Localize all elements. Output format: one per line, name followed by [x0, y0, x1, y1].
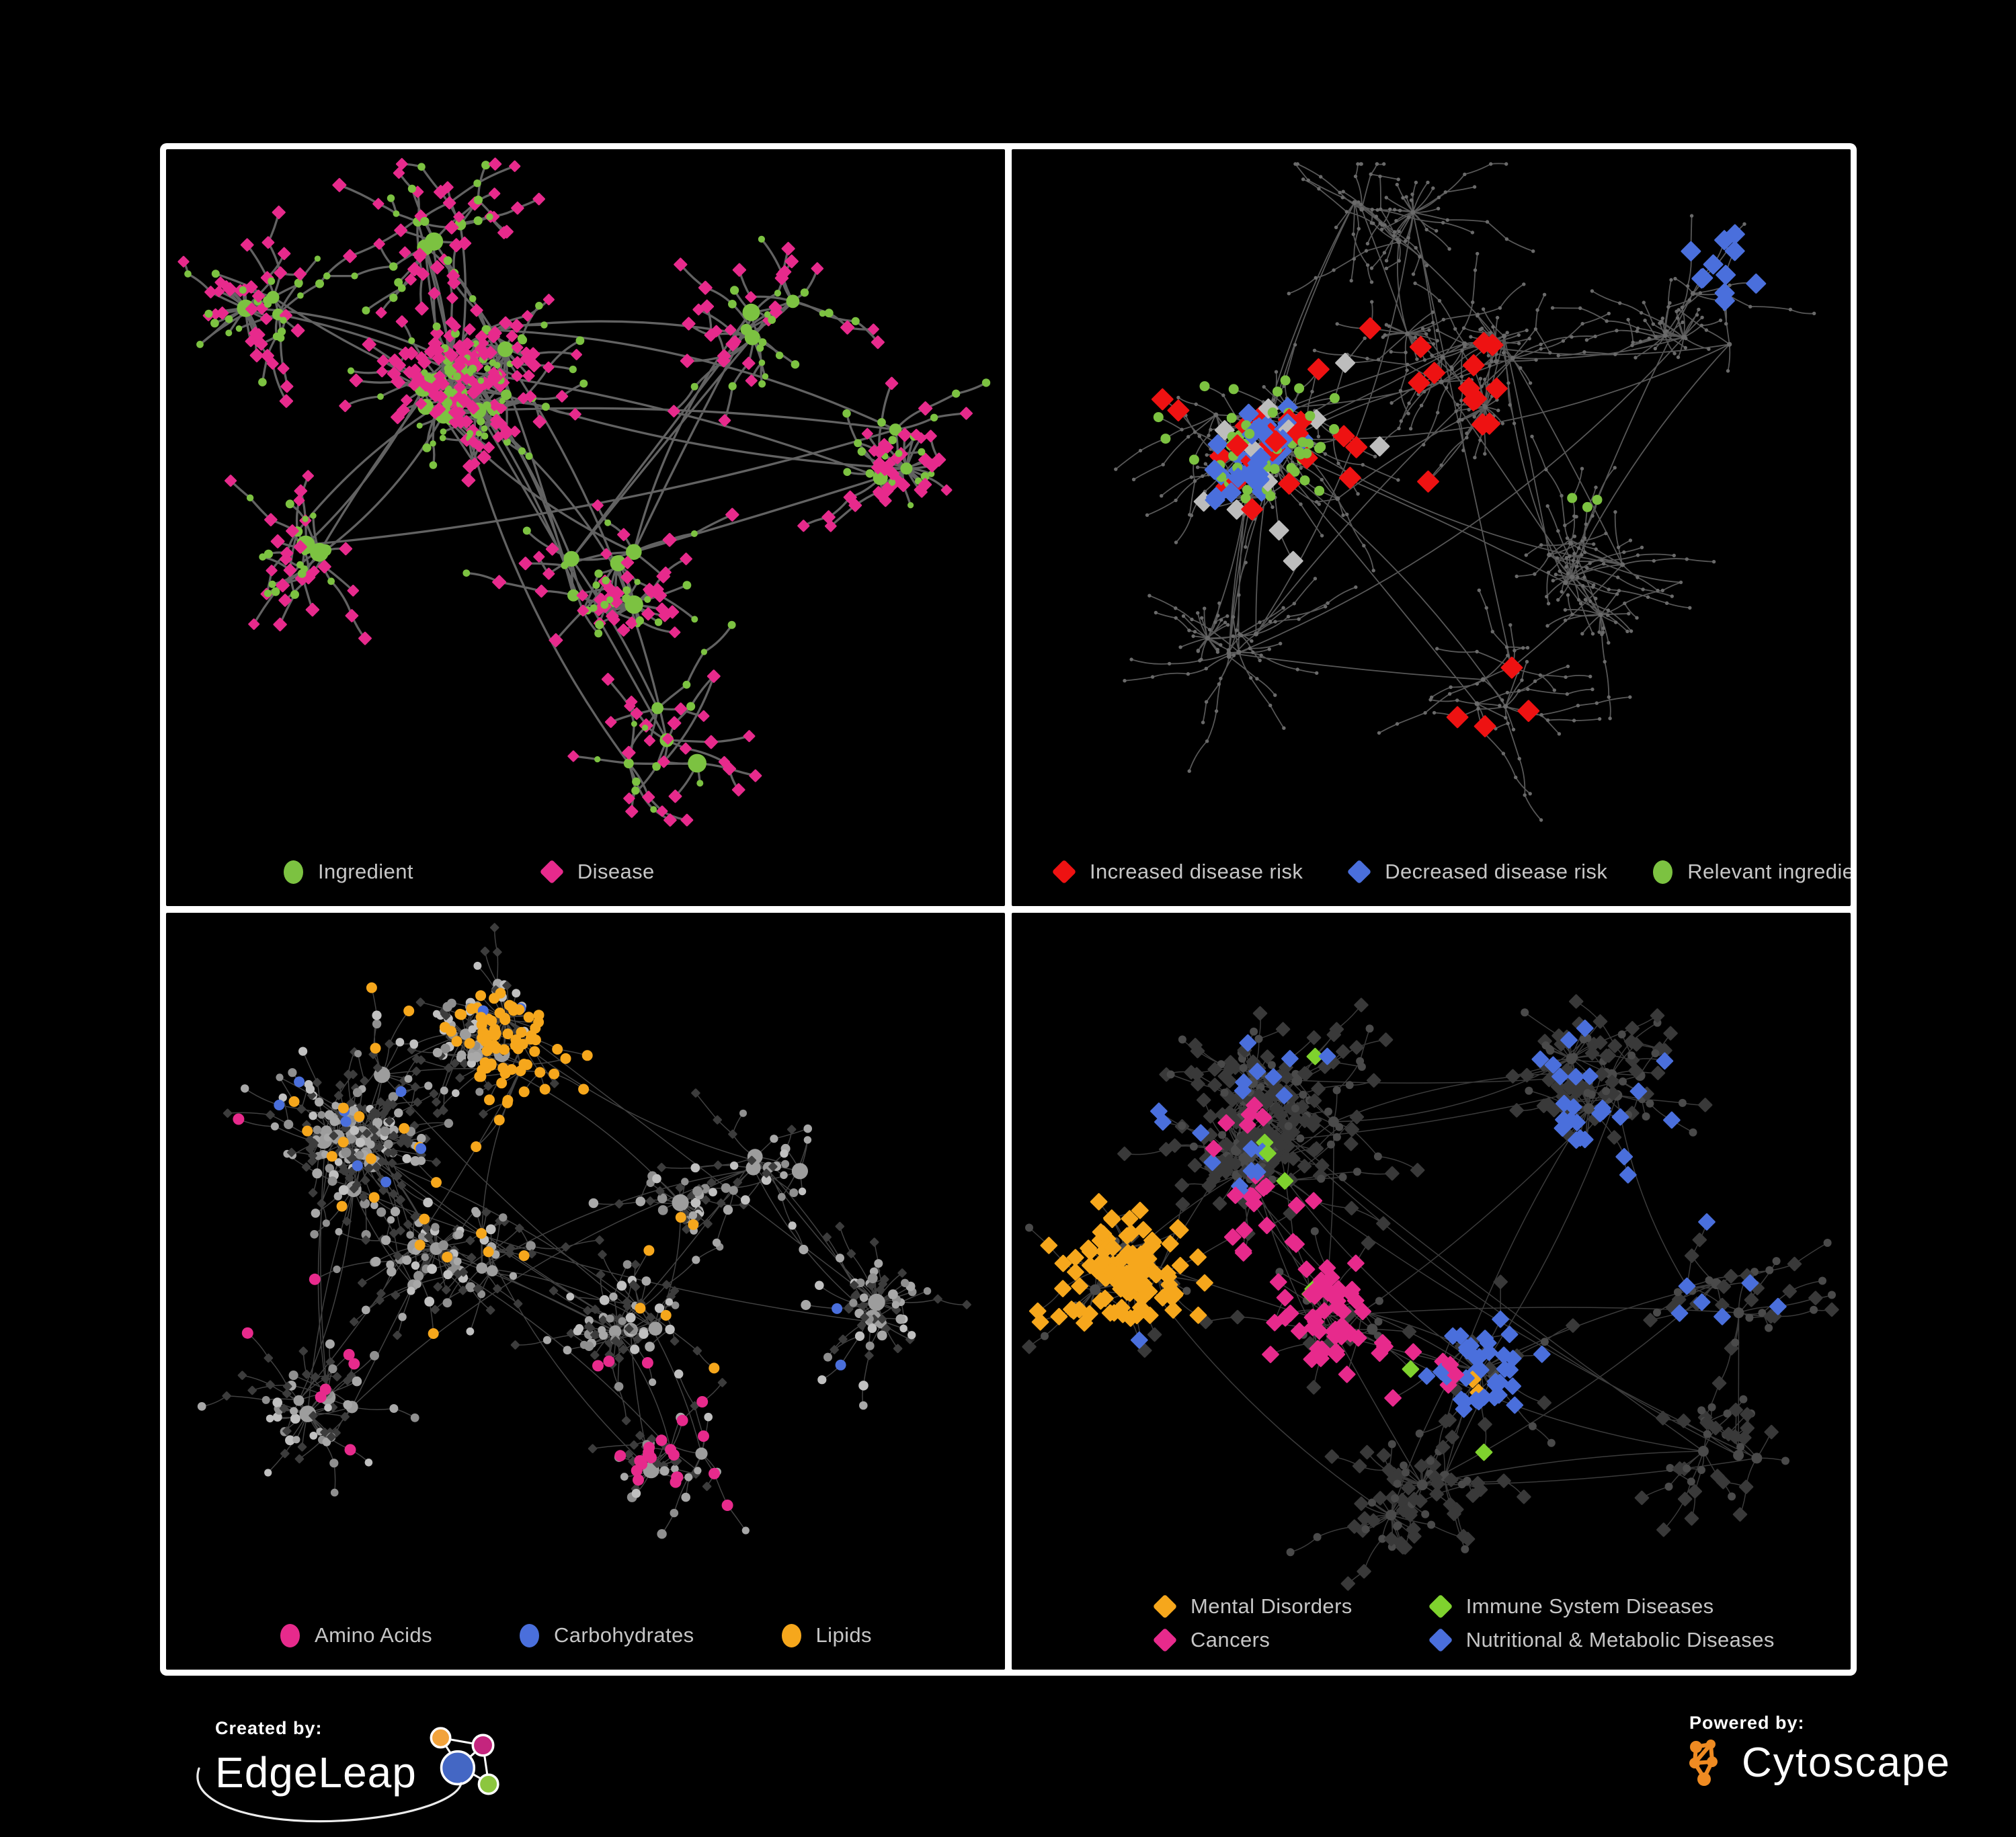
created-by-label: Created by:: [215, 1718, 323, 1738]
disease-risk-network-graph: [1114, 162, 1816, 822]
panel-ingredient-disease: Ingredient Disease: [166, 149, 1005, 906]
cytoscape-logo-icon: [1689, 1740, 1718, 1786]
legend-label: Amino Acids: [315, 1623, 432, 1647]
network-grid: Ingredient Disease Increased disease ris…: [160, 143, 1857, 1676]
disease-marker-icon: [539, 859, 565, 885]
legend-item: Disease: [539, 859, 655, 885]
legend-label: Nutritional & Metabolic Diseases: [1465, 1628, 1775, 1651]
legend-disease-risk: Increased disease risk Decreased disease…: [1012, 859, 1851, 885]
legend-label: Immune System Diseases: [1465, 1594, 1714, 1618]
legend-label: Decreased disease risk: [1385, 860, 1608, 883]
lipids-marker-icon: [781, 1623, 801, 1647]
legend-label: Mental Disorders: [1191, 1594, 1353, 1618]
legend-item: Nutritional & Metabolic Diseases: [1428, 1627, 1775, 1653]
created-by-block: Created by: EdgeLeap: [196, 1718, 504, 1823]
amino-acids-marker-icon: [280, 1623, 300, 1647]
mental-disorders-marker-icon: [1152, 1594, 1178, 1619]
legend-item: Cancers: [1152, 1627, 1353, 1653]
legend-label: Lipids: [815, 1623, 872, 1647]
legend-item: Amino Acids: [280, 1623, 432, 1647]
powered-by-label: Powered by:: [1689, 1713, 1805, 1733]
powered-by-block: Powered by: Cytoscape: [1684, 1713, 1951, 1789]
legend-item: Carbohydrates: [519, 1623, 694, 1647]
legend-label: Carbohydrates: [553, 1623, 694, 1647]
legend-item: Immune System Diseases: [1428, 1594, 1775, 1619]
legend-item: Ingredient: [284, 860, 413, 884]
legend-ingredient-disease: Ingredient Disease: [166, 859, 1005, 885]
increased-risk-marker-icon: [1051, 859, 1077, 885]
panel-disease-risk: Increased disease risk Decreased disease…: [1012, 149, 1851, 906]
macronutrient-network-graph: [197, 923, 971, 1539]
ingredient-disease-network-graph: [177, 157, 991, 827]
legend-item: Increased disease risk: [1051, 859, 1303, 885]
cancers-marker-icon: [1152, 1627, 1178, 1653]
legend-label: Disease: [577, 860, 655, 883]
edgeleap-logo-icon: [430, 1727, 499, 1795]
legend-label: Increased disease risk: [1090, 860, 1303, 883]
legend-label: Relevant ingredient: [1687, 860, 1851, 883]
nutritional-metabolic-diseases-marker-icon: [1428, 1627, 1453, 1653]
disease-classes-network-graph: [1022, 994, 1839, 1591]
relevant-ingredient-marker-icon: [1653, 860, 1673, 884]
decreased-risk-marker-icon: [1346, 859, 1372, 885]
legend-item: Lipids: [781, 1623, 872, 1647]
legend-label: Cancers: [1191, 1628, 1271, 1651]
legend-macronutrients: Amino Acids Carbohydrates Lipids: [166, 1623, 1005, 1647]
panel-macronutrient-classes: Amino Acids Carbohydrates Lipids: [166, 913, 1005, 1670]
legend-disease-classes: Mental Disorders Immune System Diseases …: [1012, 1594, 1851, 1653]
edgeleap-wordmark: EdgeLeap: [215, 1748, 417, 1797]
ingredient-marker-icon: [284, 860, 303, 884]
immune-system-diseases-marker-icon: [1428, 1594, 1453, 1619]
legend-label: Ingredient: [318, 860, 413, 883]
legend-item: Decreased disease risk: [1346, 859, 1608, 885]
legend-item: Mental Disorders: [1152, 1594, 1353, 1619]
cytoscape-wordmark: Cytoscape: [1742, 1739, 1951, 1786]
panel-disease-classes: Mental Disorders Immune System Diseases …: [1012, 913, 1851, 1670]
legend-item: Relevant ingredient: [1653, 860, 1851, 884]
carbohydrates-marker-icon: [519, 1623, 539, 1647]
